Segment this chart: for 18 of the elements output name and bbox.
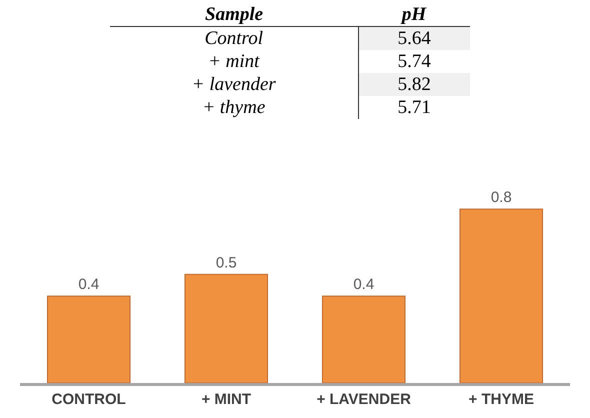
x-tick-label: + THYME [468, 391, 534, 408]
x-tick-label: + MINT [201, 391, 252, 408]
text: 5.82 [358, 73, 470, 96]
data-label: 0.4 [78, 276, 100, 294]
data-label: 0.5 [216, 254, 237, 272]
data-label: 0.4 [353, 276, 374, 294]
text: 5.64 [358, 26, 470, 50]
x-tick-label: + LAVENDER [316, 391, 412, 408]
text: pH [358, 4, 470, 26]
text: 5.74 [358, 50, 470, 73]
text: Control [204, 27, 264, 50]
text: + lavender [190, 73, 277, 96]
x-tick-label: CONTROL [52, 391, 126, 408]
text: + mint [207, 50, 261, 73]
text: 5.71 [358, 96, 470, 119]
data-label: 0.8 [490, 189, 512, 206]
text: + thyme [201, 96, 266, 119]
text: Sample [110, 4, 358, 26]
